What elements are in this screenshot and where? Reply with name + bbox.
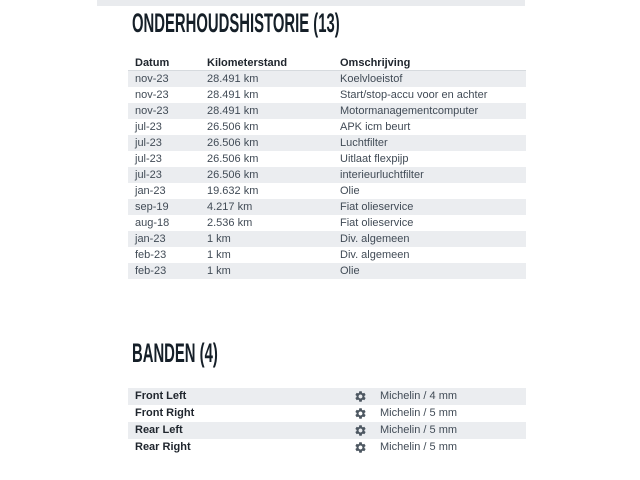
tire-row: Rear Right Michelin / 5 mm [128, 439, 526, 456]
tire-row: Rear Left Michelin / 5 mm [128, 422, 526, 439]
maintenance-row-description: Start/stop-accu voor en achter [340, 89, 488, 101]
tire-brand-depth-value: Michelin / 5 mm [380, 424, 458, 436]
maintenance-row-odometer: 26.506 km [207, 137, 259, 149]
maintenance-row-odometer: 28.491 km [207, 105, 259, 117]
maintenance-row-description: Fiat olieservice [340, 217, 414, 229]
maintenance-row-date: jan-23 [135, 233, 166, 245]
maintenance-history-title: ONDERHOUDSHISTORIE (13) [132, 8, 526, 38]
gear-icon [354, 424, 380, 437]
maintenance-table-row: feb-23 1 km Olie [128, 263, 526, 279]
maintenance-table-row: nov-23 28.491 km Koelvloeistof [128, 71, 526, 87]
maintenance-row-date: jul-23 [135, 153, 162, 165]
tire-row: Front Right Michelin / 5 mm [128, 405, 526, 422]
maintenance-row-date: nov-23 [135, 89, 169, 101]
tires-table: Front Left Michelin / 4 mm Front Right M… [128, 388, 526, 456]
maintenance-row-date: nov-23 [135, 105, 169, 117]
maintenance-row-date: jul-23 [135, 121, 162, 133]
column-header-omschrijving: Omschrijving [340, 57, 411, 69]
tire-position-label: Rear Left [135, 424, 183, 436]
maintenance-row-description: Olie [340, 185, 360, 197]
maintenance-history-title-text: ONDERHOUDSHISTORIE (13) [132, 8, 340, 38]
tire-row: Front Left Michelin / 4 mm [128, 388, 526, 405]
column-header-kilometerstand: Kilometerstand [207, 57, 288, 69]
tire-position-label: Front Left [135, 390, 187, 402]
maintenance-table-row: jul-23 26.506 km Luchtfilter [128, 135, 526, 151]
maintenance-row-odometer: 1 km [207, 233, 231, 245]
maintenance-row-odometer: 28.491 km [207, 73, 259, 85]
maintenance-row-date: jul-23 [135, 137, 162, 149]
column-header-datum: Datum [135, 57, 170, 69]
maintenance-row-description: Motormanagementcomputer [340, 105, 479, 117]
maintenance-row-odometer: 1 km [207, 265, 231, 277]
tires-title-text: BANDEN (4) [132, 338, 218, 368]
maintenance-row-date: feb-23 [135, 249, 167, 261]
tire-position-label: Rear Right [135, 441, 191, 453]
maintenance-row-description: APK icm beurt [340, 121, 411, 133]
maintenance-row-description: interieurluchtfilter [340, 169, 424, 181]
maintenance-table-row: nov-23 28.491 km Start/stop-accu voor en… [128, 87, 526, 103]
maintenance-row-description: Fiat olieservice [340, 201, 414, 213]
maintenance-table: Datum Kilometerstand Omschrijving nov-23… [128, 55, 526, 279]
maintenance-row-description: Div. algemeen [340, 233, 410, 245]
maintenance-row-odometer: 1 km [207, 249, 231, 261]
tires-title: BANDEN (4) [132, 338, 526, 368]
tires-section: BANDEN (4) Front Left Michelin / 4 mm Fr… [128, 338, 526, 456]
maintenance-row-description: Uitlaat flexpijp [340, 153, 409, 165]
maintenance-row-date: jan-23 [135, 185, 166, 197]
maintenance-row-description: Olie [340, 265, 360, 277]
tire-brand-depth-value: Michelin / 4 mm [380, 390, 458, 402]
maintenance-row-odometer: 28.491 km [207, 89, 259, 101]
previous-section-edge [97, 0, 525, 6]
maintenance-table-body: nov-23 28.491 km Koelvloeistof nov-23 28… [128, 71, 526, 279]
gear-icon [354, 390, 380, 403]
maintenance-history-section: ONDERHOUDSHISTORIE (13) Datum Kilometers… [128, 8, 526, 279]
maintenance-table-row: sep-19 4.217 km Fiat olieservice [128, 199, 526, 215]
tire-position-label: Front Right [135, 407, 195, 419]
maintenance-table-row: feb-23 1 km Div. algemeen [128, 247, 526, 263]
maintenance-row-odometer: 26.506 km [207, 121, 259, 133]
maintenance-table-row: jul-23 26.506 km APK icm beurt [128, 119, 526, 135]
tire-brand-depth-value: Michelin / 5 mm [380, 407, 458, 419]
maintenance-row-odometer: 2.536 km [207, 217, 253, 229]
maintenance-row-date: jul-23 [135, 169, 162, 181]
maintenance-table-row: jan-23 19.632 km Olie [128, 183, 526, 199]
gear-icon [354, 441, 380, 454]
maintenance-row-odometer: 19.632 km [207, 185, 259, 197]
maintenance-row-date: nov-23 [135, 73, 169, 85]
maintenance-table-row: jul-23 26.506 km Uitlaat flexpijp [128, 151, 526, 167]
maintenance-row-date: aug-18 [135, 217, 170, 229]
maintenance-row-description: Div. algemeen [340, 249, 410, 261]
maintenance-table-row: jan-23 1 km Div. algemeen [128, 231, 526, 247]
maintenance-row-odometer: 26.506 km [207, 169, 259, 181]
maintenance-row-odometer: 26.506 km [207, 153, 259, 165]
maintenance-row-description: Luchtfilter [340, 137, 388, 149]
maintenance-table-header: Datum Kilometerstand Omschrijving [128, 55, 526, 71]
maintenance-table-row: nov-23 28.491 km Motormanagementcomputer [128, 103, 526, 119]
gear-icon [354, 407, 380, 420]
maintenance-row-description: Koelvloeistof [340, 73, 403, 85]
maintenance-row-date: feb-23 [135, 265, 167, 277]
maintenance-row-odometer: 4.217 km [207, 201, 253, 213]
maintenance-table-row: jul-23 26.506 km interieurluchtfilter [128, 167, 526, 183]
maintenance-row-date: sep-19 [135, 201, 169, 213]
tire-brand-depth-value: Michelin / 5 mm [380, 441, 458, 453]
maintenance-table-row: aug-18 2.536 km Fiat olieservice [128, 215, 526, 231]
